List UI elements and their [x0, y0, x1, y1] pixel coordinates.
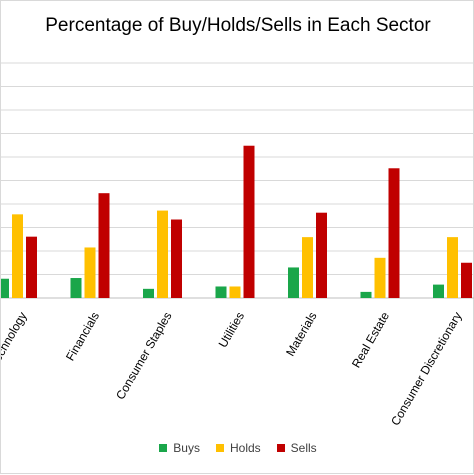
bar-buys-5 [360, 291, 372, 298]
legend-swatch [159, 444, 168, 452]
legend-item-buys: Buys [159, 441, 200, 455]
bar-sells-2 [171, 219, 182, 298]
x-tick-label: Information Technology [1, 310, 30, 424]
bar-holds-6 [447, 237, 458, 298]
bar-buys-3 [215, 286, 227, 298]
bar-sells-3 [243, 145, 255, 298]
x-tick-label: Materials [283, 310, 319, 359]
legend-swatch [215, 444, 224, 452]
x-tick-label: Utilities [216, 310, 247, 350]
chart-title: Percentage of Buy/Holds/Sells in Each Se… [45, 15, 431, 36]
x-tick-label: Consumer Discretionary [388, 310, 464, 428]
bar-buys-2 [143, 288, 154, 298]
legend-label: Sells [290, 441, 317, 455]
bar-buys-0 [1, 278, 9, 298]
x-tick-label: Real Estate [349, 309, 392, 370]
legend-item-holds: Holds [215, 441, 261, 455]
bar-holds-4 [302, 237, 313, 298]
bar-holds-3 [229, 286, 241, 298]
legend-item-sells: Sells [276, 441, 317, 455]
chart-legend: Buys Holds Sells [1, 441, 474, 455]
bar-holds-0 [12, 214, 23, 298]
bar-holds-1 [84, 247, 96, 298]
bar-sells-6 [461, 262, 472, 298]
legend-label: Buys [173, 441, 200, 455]
bar-sells-1 [98, 193, 110, 298]
bar-holds-5 [374, 257, 386, 298]
bar-buys-4 [288, 267, 299, 298]
legend-swatch [276, 444, 285, 452]
bar-buys-1 [70, 278, 82, 298]
legend-label: Holds [229, 441, 261, 455]
bar-holds-2 [157, 210, 168, 298]
x-tick-label: Consumer Staples [113, 310, 174, 402]
x-tick-label: Financials [63, 310, 102, 364]
bar-sells-0 [26, 236, 37, 298]
bar-buys-6 [433, 284, 444, 298]
bar-sells-4 [316, 212, 327, 298]
bar-sells-5 [388, 168, 400, 298]
